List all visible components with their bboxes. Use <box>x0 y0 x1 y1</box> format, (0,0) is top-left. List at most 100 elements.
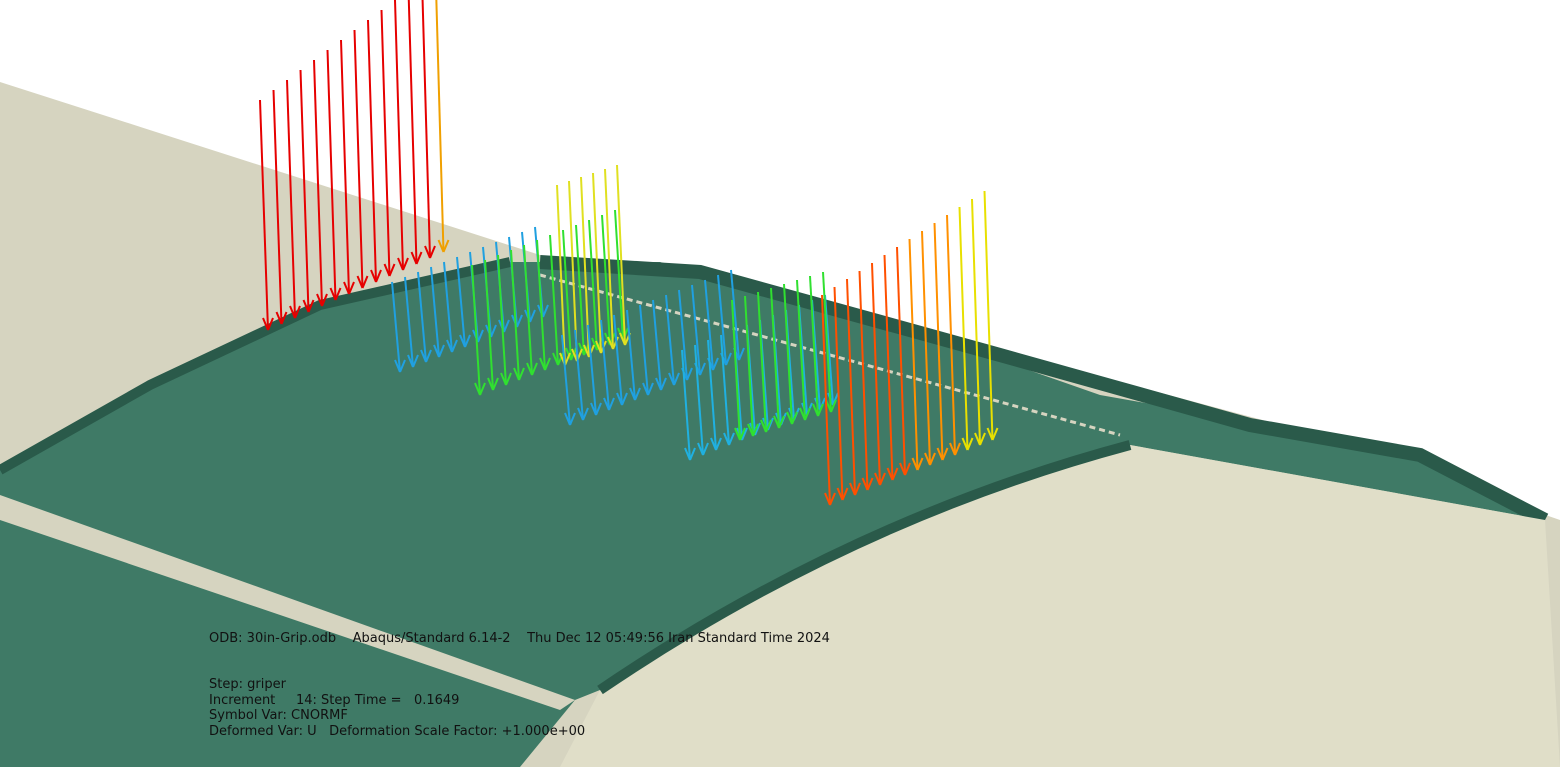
force-arrow <box>492 377 499 391</box>
force-arrow <box>647 382 654 396</box>
force-arrow <box>286 79 296 319</box>
force-arrow <box>829 492 836 506</box>
force-arrow <box>424 245 431 259</box>
force-arrow <box>443 261 453 353</box>
force-arrow <box>275 311 283 325</box>
force-arrow <box>564 352 571 366</box>
force-arrow <box>871 262 881 486</box>
force-arrow <box>471 264 481 396</box>
force-arrow <box>343 281 350 295</box>
force-arrow <box>544 357 551 371</box>
force-arrow <box>616 164 626 346</box>
force-arrow <box>425 349 432 363</box>
force-arrow <box>334 287 342 301</box>
force-arrow <box>402 257 409 271</box>
force-arrow <box>812 403 819 417</box>
force-arrow <box>294 305 301 319</box>
force-arrow <box>329 287 337 301</box>
force-arrow <box>583 344 590 358</box>
force-arrow <box>529 309 536 323</box>
force-arrow <box>601 214 611 346</box>
force-arrow <box>757 291 767 433</box>
force-arrow <box>665 294 675 386</box>
force-arrow <box>353 29 364 289</box>
force-arrow <box>720 334 730 446</box>
force-arrow <box>668 372 675 386</box>
force-arrow <box>313 59 323 307</box>
force-arrow <box>516 314 523 328</box>
force-arrow <box>435 0 445 253</box>
force-arrow <box>899 462 906 476</box>
force-arrow <box>262 317 269 331</box>
force-arrow <box>415 251 423 265</box>
force-arrow <box>673 372 680 386</box>
plate-edge <box>539 255 1549 527</box>
force-arrow <box>817 403 824 417</box>
force-arrow <box>383 263 391 277</box>
force-arrow <box>904 462 911 476</box>
force-arrow <box>655 377 662 391</box>
force-arrow <box>564 412 571 426</box>
force-arrow <box>591 337 598 351</box>
force-arrow <box>783 283 793 425</box>
force-arrow <box>941 447 949 461</box>
force-arrow <box>710 437 717 451</box>
force-arrow <box>497 254 507 386</box>
force-arrow <box>660 377 667 391</box>
force-arrow <box>348 281 355 295</box>
force-arrow <box>773 415 780 429</box>
force-arrow <box>986 427 994 441</box>
force-arrow <box>321 293 328 307</box>
force-arrow <box>702 442 709 456</box>
force-arrow <box>307 299 315 313</box>
force-arrow <box>595 340 602 354</box>
force-arrow <box>391 281 401 373</box>
force-arrow <box>916 457 924 471</box>
force-arrow <box>730 269 740 361</box>
force-arrow <box>569 412 576 426</box>
force-arrow <box>712 357 719 371</box>
force-arrow <box>272 89 283 325</box>
force-arrow <box>809 275 819 417</box>
force-arrow <box>634 387 641 401</box>
force-arrow <box>574 329 584 421</box>
force-arrow <box>582 407 589 421</box>
force-arrow <box>694 344 704 456</box>
force-arrow <box>613 314 623 406</box>
force-arrow <box>754 422 761 436</box>
force-arrow <box>552 352 559 366</box>
force-arrow <box>911 457 919 471</box>
force-arrow <box>479 382 486 396</box>
force-arrow <box>642 382 649 396</box>
force-arrow <box>442 239 450 253</box>
force-arrow <box>456 256 466 348</box>
force-arrow <box>717 274 727 366</box>
force-arrow <box>796 279 806 421</box>
force-arrow <box>464 334 471 348</box>
force-arrow <box>600 319 610 411</box>
force-arrow <box>505 372 512 386</box>
force-arrow <box>971 198 981 446</box>
force-arrow <box>621 392 628 406</box>
force-arrow <box>822 271 832 413</box>
force-arrow <box>874 472 881 486</box>
force-arrow <box>410 251 418 265</box>
force-arrow <box>259 99 269 331</box>
force-arrow <box>949 442 956 456</box>
force-arrow <box>639 304 649 396</box>
force-arrow <box>523 244 533 376</box>
force-arrow <box>699 362 706 376</box>
force-arrow <box>407 354 414 368</box>
force-arrow <box>526 362 533 376</box>
force-arrow <box>830 399 837 413</box>
force-arrow <box>490 324 497 338</box>
force-arrow <box>438 344 445 358</box>
force-arrow <box>513 367 520 381</box>
force-arrow <box>367 19 377 283</box>
force-arrow <box>725 352 732 366</box>
force-arrow <box>652 299 662 391</box>
force-arrow <box>404 276 414 368</box>
force-arrow <box>394 0 404 271</box>
force-arrow <box>518 367 525 381</box>
force-arrow <box>879 472 886 486</box>
